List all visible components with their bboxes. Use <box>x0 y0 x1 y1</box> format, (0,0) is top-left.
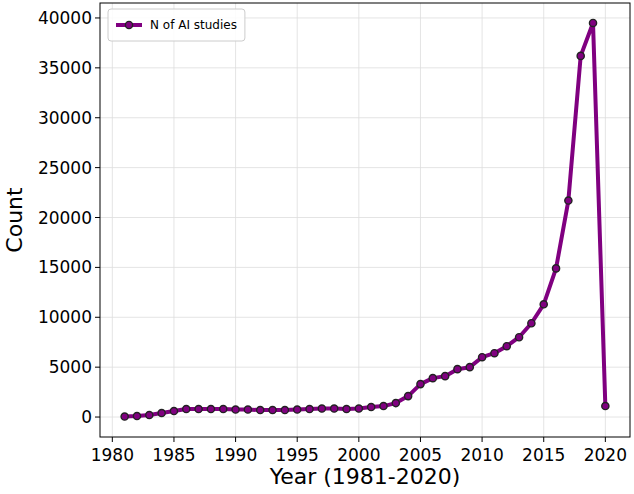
plot-background <box>100 3 630 437</box>
series-marker <box>515 334 522 341</box>
series-marker <box>528 320 535 327</box>
x-tick <box>358 437 359 442</box>
x-tick-label: 2010 <box>460 445 503 465</box>
series-marker <box>281 406 288 413</box>
y-tick <box>95 317 100 318</box>
chart-svg: 1980 1985 1990 1995 2000 2005 2010 2015 2020 0 500… <box>0 0 634 494</box>
series-marker <box>565 197 572 204</box>
series-marker <box>195 405 202 412</box>
y-grid-line <box>100 217 630 218</box>
series-marker <box>577 52 584 59</box>
y-grid-line <box>100 117 630 118</box>
x-tick <box>605 437 606 442</box>
x-tick <box>543 437 544 442</box>
series-marker <box>170 407 177 414</box>
series-marker <box>244 406 251 413</box>
y-grid-line <box>100 417 630 418</box>
series-marker <box>355 405 362 412</box>
series-marker <box>306 405 313 412</box>
y-tick <box>95 167 100 168</box>
series-marker <box>257 406 264 413</box>
x-tick-label: 2020 <box>584 445 627 465</box>
x-tick-label: 1985 <box>152 445 195 465</box>
x-tick-label: 2005 <box>399 445 442 465</box>
series-marker <box>343 405 350 412</box>
y-grid-line <box>100 317 630 318</box>
series-marker <box>417 381 424 388</box>
series-marker <box>368 403 375 410</box>
series-marker <box>392 399 399 406</box>
y-tick-label: 10000 <box>38 307 92 327</box>
x-tick-label: 1980 <box>91 445 134 465</box>
y-grid-line <box>100 167 630 168</box>
y-tick <box>95 417 100 418</box>
plot-frame <box>100 3 630 437</box>
series-marker <box>232 406 239 413</box>
series-marker <box>589 19 596 26</box>
x-tick <box>173 437 174 442</box>
y-tick-label: 30000 <box>38 108 92 128</box>
series-marker <box>380 402 387 409</box>
series-marker <box>294 406 301 413</box>
series-marker <box>503 343 510 350</box>
y-grid-line <box>100 267 630 268</box>
y-tick-label: 40000 <box>38 8 92 28</box>
chart-container: 1980 1985 1990 1995 2000 2005 2010 2015 2020 0 500… <box>0 0 634 494</box>
legend-marker <box>125 21 132 28</box>
series-marker <box>133 412 140 419</box>
y-tick-label: 35000 <box>38 58 92 78</box>
y-axis-label: Count <box>2 187 27 253</box>
series-marker <box>405 392 412 399</box>
series-marker <box>207 405 214 412</box>
series-line <box>125 23 606 417</box>
series-marker <box>318 405 325 412</box>
y-grid-line <box>100 67 630 68</box>
x-tick-label: 2000 <box>337 445 380 465</box>
x-axis-label: Year (1981-2020) <box>269 464 461 489</box>
y-tick <box>95 217 100 218</box>
x-tick-label: 2015 <box>522 445 565 465</box>
series-marker <box>121 413 128 420</box>
y-tick-label: 25000 <box>38 158 92 178</box>
y-tick <box>95 367 100 368</box>
series-marker <box>540 301 547 308</box>
x-tick <box>420 437 421 442</box>
legend-box <box>108 9 245 41</box>
series-marker <box>429 375 436 382</box>
series-marker <box>220 405 227 412</box>
series-marker <box>466 364 473 371</box>
x-tick <box>235 437 236 442</box>
grid <box>100 3 630 437</box>
y-tick-label: 0 <box>81 407 92 427</box>
legend: N of AI studies <box>108 9 245 41</box>
legend-label: N of AI studies <box>150 18 237 32</box>
series-marker <box>491 350 498 357</box>
series-marker <box>442 373 449 380</box>
y-tick-label: 5000 <box>49 357 92 377</box>
y-tick <box>95 17 100 18</box>
x-tick <box>112 437 113 442</box>
x-tick <box>482 437 483 442</box>
series-marker <box>602 402 609 409</box>
data-group <box>121 19 609 420</box>
y-tick <box>95 267 100 268</box>
x-tick <box>297 437 298 442</box>
y-tick <box>95 117 100 118</box>
y-tick-label: 20000 <box>38 208 92 228</box>
series-marker <box>183 405 190 412</box>
series-marker <box>331 405 338 412</box>
y-tick-label: 15000 <box>38 257 92 277</box>
series-marker <box>454 366 461 373</box>
x-tick-label: 1990 <box>214 445 257 465</box>
y-grid-line <box>100 367 630 368</box>
series-marker <box>146 411 153 418</box>
series-marker <box>552 265 559 272</box>
series-marker <box>269 406 276 413</box>
series-marker <box>478 354 485 361</box>
x-tick-label: 1995 <box>276 445 319 465</box>
series-marker <box>158 409 165 416</box>
y-tick <box>95 67 100 68</box>
